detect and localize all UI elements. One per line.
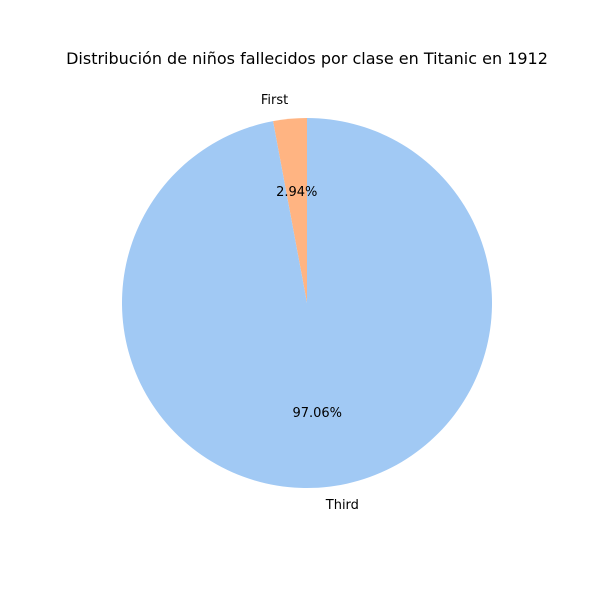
slice-label-first: First — [261, 93, 288, 108]
slice-label-third: Third — [325, 498, 359, 513]
chart-title: Distribución de niños fallecidos por cla… — [66, 49, 548, 68]
pct-label-third: 97.06% — [292, 406, 342, 421]
pie-slices — [121, 117, 492, 488]
pct-label-first: 2.94% — [276, 185, 317, 200]
pie-slice-third — [121, 117, 492, 488]
pie-slice-first — [273, 118, 307, 303]
pie-labels: First 2.94% Third 97.06% — [261, 93, 359, 513]
